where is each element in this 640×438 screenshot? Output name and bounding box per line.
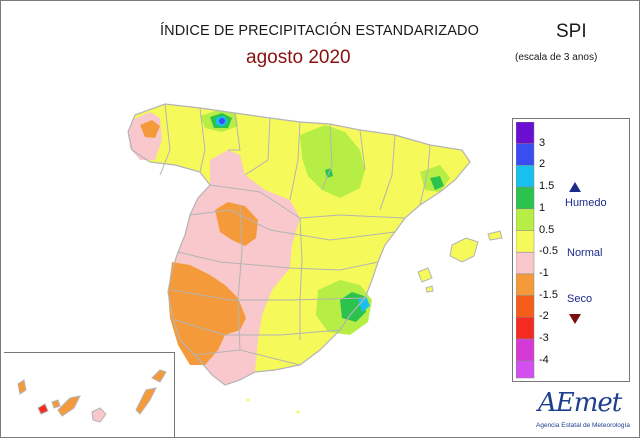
region-orange-extremadura: [215, 202, 258, 246]
region-blue-asturias: [219, 118, 225, 124]
legend-swatch: [516, 143, 535, 166]
index-name: SPI: [556, 21, 587, 42]
region-cyan-valencia: [358, 296, 370, 312]
legend-class-label: 0.5: [539, 223, 555, 236]
region-orange-galicia: [140, 120, 160, 138]
island-formentera: [425, 285, 434, 293]
legend-swatch: [516, 360, 535, 379]
legend-class-label: -1.5: [539, 288, 558, 301]
region-green-catalonia: [430, 176, 444, 190]
legend-class-label: -1: [539, 266, 549, 279]
island-la-palma: [17, 379, 27, 395]
island-menorca: [487, 230, 503, 241]
legend-swatch: [516, 273, 535, 296]
island-el-hierro: [37, 403, 49, 415]
island-gran-canaria: [91, 407, 107, 423]
logo-agency: Agencia Estatal de Meteorología: [536, 422, 630, 429]
map-title: ÍNDICE DE PRECIPITACIÓN ESTANDARIZADO: [160, 23, 479, 39]
legend-swatch: [516, 295, 535, 318]
legend-swatch: [516, 122, 535, 144]
legend-class-label: 1.5: [539, 180, 555, 193]
province-boundaries: [159, 103, 431, 366]
peninsula-outline: [127, 103, 471, 386]
island-fuerteventura: [135, 387, 157, 415]
legend-swatch: [516, 338, 535, 361]
ceuta: [246, 398, 250, 402]
time-scale-label: (escala de 3 anos): [515, 52, 598, 63]
legend-swatch: [516, 230, 535, 253]
dry-label: Seco: [567, 293, 593, 305]
legend-class-label: 2: [539, 158, 546, 171]
legend-swatch: [516, 186, 535, 210]
legend-class-label: 1: [539, 201, 546, 214]
canary-islands-inset: [4, 352, 175, 437]
map-subtitle: agosto 2020: [246, 47, 351, 68]
island-tenerife: [57, 395, 81, 417]
legend-class-label: -3: [539, 332, 549, 344]
legend-class-label: -2: [539, 310, 549, 323]
melilla: [296, 410, 300, 414]
legend-swatch: [516, 165, 535, 188]
legend-swatch: [516, 317, 535, 340]
logo-name: AEmet: [538, 388, 622, 418]
legend-swatch: [516, 208, 535, 231]
island-lanzarote: [151, 369, 167, 383]
legend: 3 2 1.5 1 0.5 -0.5 -1 -1.5 -2 -3 -4 Humedo Normal …: [512, 118, 630, 382]
region-lightgreen-north: [300, 125, 365, 198]
legend-swatch: [516, 251, 535, 275]
legend-class-label: -4: [539, 353, 549, 366]
legend-class-label: -0.5: [539, 245, 558, 258]
dry-arrow-icon: [569, 314, 581, 324]
legend-colorbar: [516, 122, 535, 379]
humid-label: Humedo: [565, 197, 607, 209]
island-ibiza: [417, 267, 433, 283]
island-mallorca: [449, 237, 479, 263]
normal-label: Normal: [567, 247, 603, 259]
legend-class-label: 3: [539, 136, 546, 149]
island-la-gomera: [51, 399, 61, 409]
humid-arrow-icon: [569, 182, 581, 192]
region-orange-southwest: [168, 262, 246, 365]
aemet-logo: AEmet Agencia Estatal de Meteorología: [528, 388, 630, 434]
